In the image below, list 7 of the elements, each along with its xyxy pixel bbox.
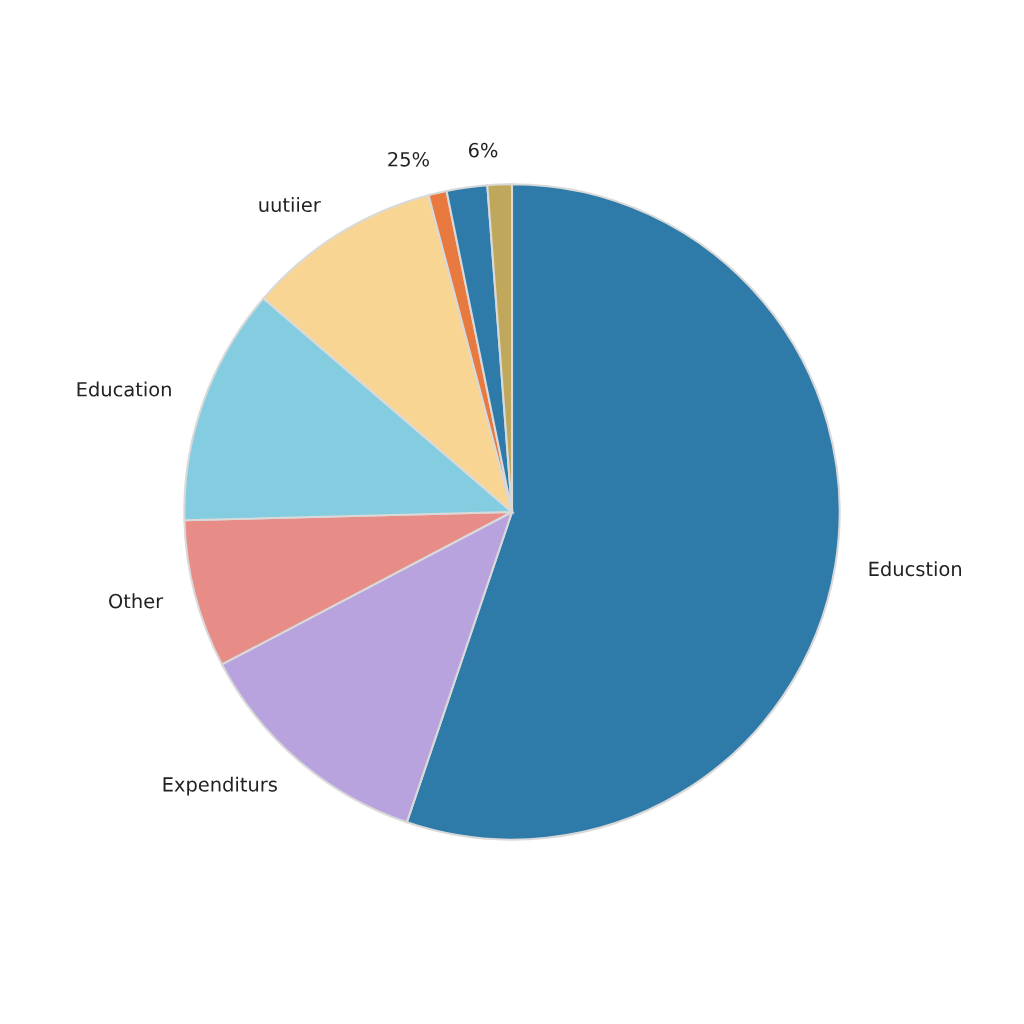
slice-label: Education bbox=[77, 381, 171, 397]
slice-label: Educstion bbox=[869, 561, 962, 577]
slice-label: Expenditurs bbox=[163, 776, 277, 796]
slice-label: Other bbox=[109, 593, 164, 609]
slice-label: 6% bbox=[468, 142, 498, 158]
slice-label: uutiier bbox=[259, 197, 321, 213]
slice-label: 25% bbox=[388, 151, 429, 167]
